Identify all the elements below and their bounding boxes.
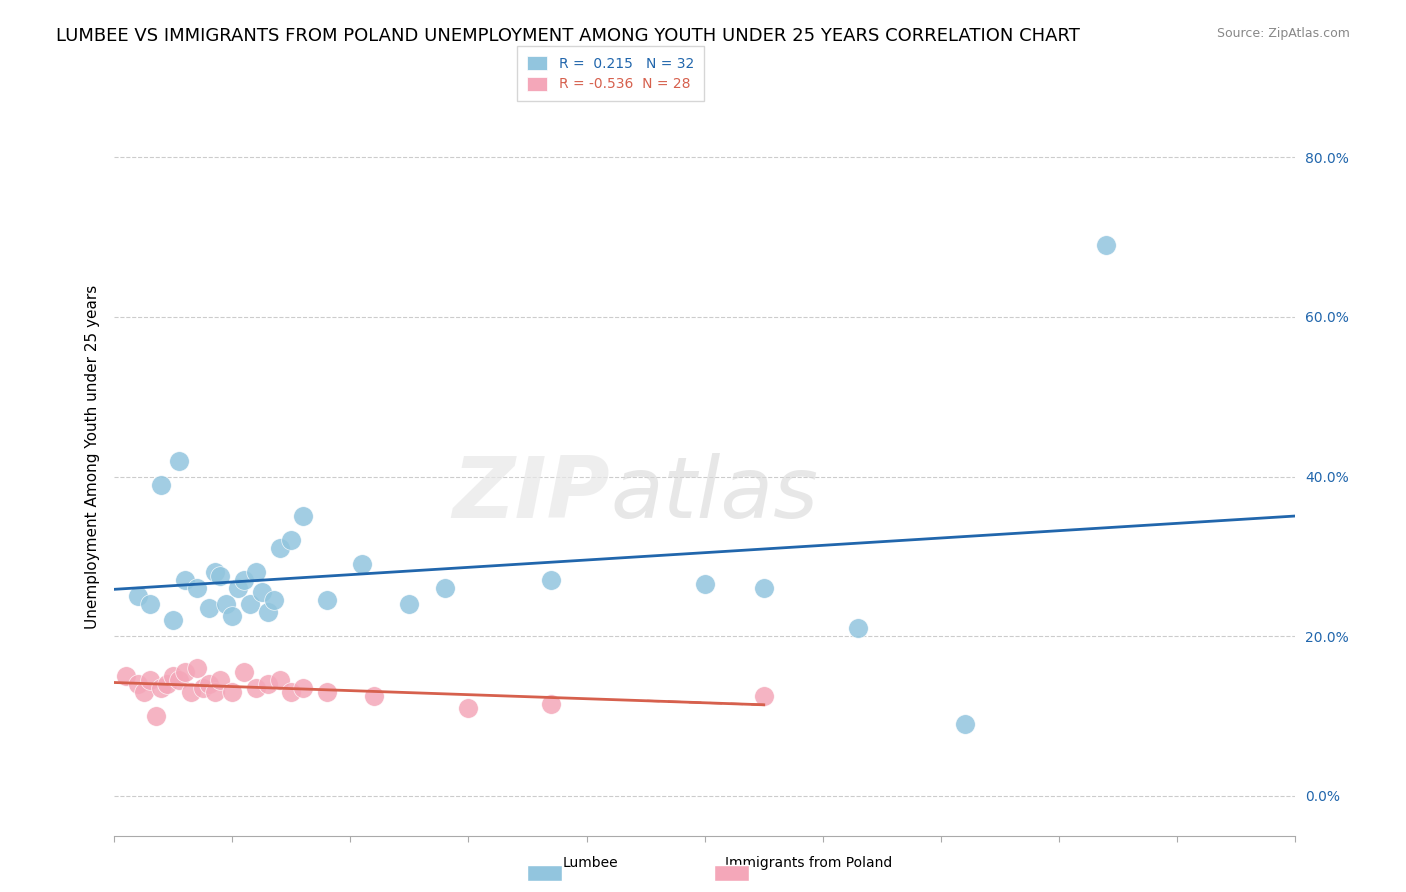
Point	[233, 574, 256, 588]
Point	[315, 593, 337, 607]
Point	[239, 597, 262, 611]
Point	[156, 677, 179, 691]
Point	[1095, 238, 1118, 252]
Point	[138, 597, 160, 611]
Point	[256, 677, 278, 691]
Point	[363, 689, 385, 703]
Point	[150, 681, 173, 695]
Text: ZIP: ZIP	[453, 453, 610, 536]
Point	[215, 597, 238, 611]
Point	[162, 613, 184, 627]
Legend: R =  0.215   N = 32, R = -0.536  N = 28: R = 0.215 N = 32, R = -0.536 N = 28	[517, 46, 703, 101]
Point	[115, 669, 138, 683]
Point	[209, 673, 232, 687]
Point	[457, 701, 479, 715]
Point	[197, 601, 219, 615]
Point	[752, 582, 775, 596]
Point	[138, 673, 160, 687]
Point	[132, 685, 155, 699]
Point	[174, 665, 197, 680]
Point	[269, 673, 291, 687]
Point	[127, 677, 149, 691]
Point	[752, 689, 775, 703]
Point	[197, 677, 219, 691]
Point	[292, 509, 315, 524]
Point	[150, 477, 173, 491]
Point	[226, 582, 249, 596]
Point	[693, 577, 716, 591]
Point	[127, 589, 149, 603]
Point	[174, 574, 197, 588]
Point	[540, 697, 562, 711]
Point	[186, 661, 208, 675]
Point	[221, 685, 243, 699]
Point	[245, 566, 267, 580]
Y-axis label: Unemployment Among Youth under 25 years: Unemployment Among Youth under 25 years	[86, 285, 100, 629]
Point	[280, 685, 302, 699]
Point	[352, 558, 374, 572]
Point	[315, 685, 337, 699]
Point	[221, 609, 243, 624]
Point	[245, 681, 267, 695]
Point	[256, 605, 278, 619]
Point	[204, 566, 226, 580]
Point	[167, 453, 190, 467]
Point	[180, 685, 202, 699]
Point	[292, 681, 315, 695]
Point	[846, 621, 869, 635]
Text: atlas: atlas	[610, 453, 818, 536]
Point	[269, 541, 291, 556]
Point	[191, 681, 214, 695]
Point	[186, 582, 208, 596]
Point	[433, 582, 456, 596]
Point	[540, 574, 562, 588]
Point	[233, 665, 256, 680]
Point	[162, 669, 184, 683]
Text: LUMBEE VS IMMIGRANTS FROM POLAND UNEMPLOYMENT AMONG YOUTH UNDER 25 YEARS CORRELA: LUMBEE VS IMMIGRANTS FROM POLAND UNEMPLO…	[56, 27, 1080, 45]
Point	[398, 597, 420, 611]
Text: Source: ZipAtlas.com: Source: ZipAtlas.com	[1216, 27, 1350, 40]
Point	[953, 717, 976, 731]
Point	[209, 569, 232, 583]
Text: Lumbee: Lumbee	[562, 855, 619, 870]
Point	[250, 585, 273, 599]
Point	[145, 709, 167, 723]
Point	[263, 593, 285, 607]
Point	[280, 533, 302, 548]
Text: Immigrants from Poland: Immigrants from Poland	[725, 855, 891, 870]
Point	[204, 685, 226, 699]
Point	[167, 673, 190, 687]
